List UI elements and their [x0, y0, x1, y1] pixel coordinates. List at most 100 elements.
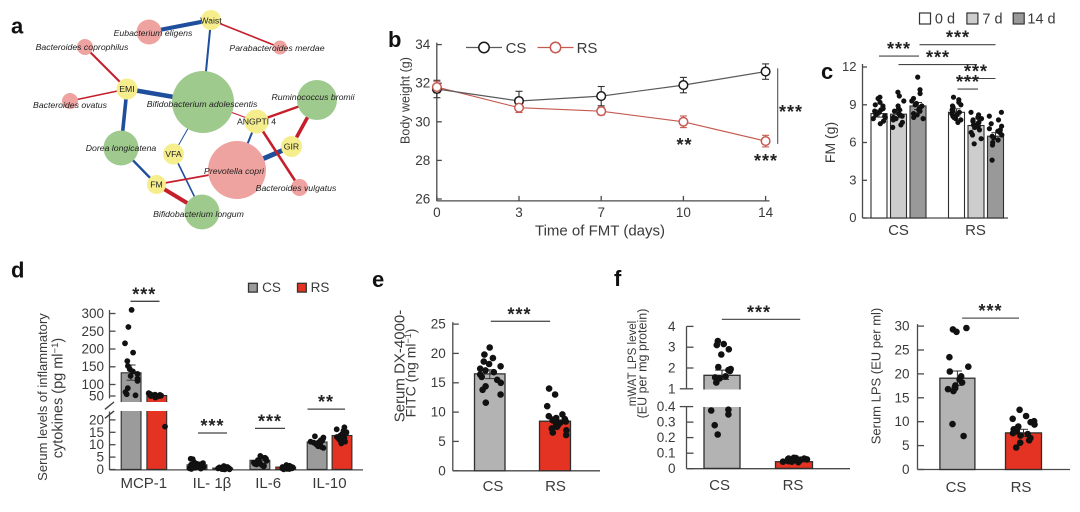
svg-text:Bacteroides ovatus: Bacteroides ovatus — [33, 100, 108, 110]
svg-text:b: b — [388, 27, 401, 52]
svg-text:***: *** — [754, 151, 778, 171]
svg-text:Bifidobacterium longum: Bifidobacterium longum — [153, 209, 244, 219]
svg-text:10: 10 — [89, 437, 104, 452]
svg-text:14: 14 — [758, 205, 774, 220]
svg-text:12: 12 — [842, 59, 856, 74]
svg-text:28: 28 — [415, 153, 430, 168]
svg-text:20: 20 — [431, 346, 446, 361]
svg-text:25: 25 — [431, 317, 446, 332]
svg-text:0 d: 0 d — [935, 12, 955, 28]
svg-text:10: 10 — [676, 205, 691, 220]
svg-text:d: d — [11, 258, 24, 283]
svg-text:***: *** — [779, 102, 803, 122]
svg-text:5: 5 — [902, 438, 910, 453]
svg-text:0.3: 0.3 — [657, 415, 676, 430]
svg-text:CS: CS — [946, 479, 967, 496]
svg-text:***: *** — [132, 284, 156, 304]
svg-text:2: 2 — [668, 361, 676, 376]
svg-text:3: 3 — [515, 205, 523, 220]
svg-text:Bifidobacterium adolescentis: Bifidobacterium adolescentis — [147, 99, 258, 109]
svg-text:**: ** — [676, 135, 692, 155]
svg-text:mWAT LPS level: mWAT LPS level — [627, 321, 639, 406]
svg-text:Bacteroides coprophilus: Bacteroides coprophilus — [36, 42, 129, 52]
svg-text:5: 5 — [438, 434, 446, 449]
svg-text:20: 20 — [89, 412, 104, 427]
svg-text:0: 0 — [96, 462, 104, 477]
svg-text:CS: CS — [888, 222, 909, 239]
svg-text:RS: RS — [545, 478, 566, 495]
svg-text:RS: RS — [311, 280, 330, 295]
svg-text:0.2: 0.2 — [657, 430, 676, 445]
svg-text:RS: RS — [577, 40, 598, 57]
svg-text:IL-6: IL-6 — [255, 475, 281, 492]
svg-text:Serum levels of inflammatory: Serum levels of inflammatory — [35, 313, 50, 481]
svg-text:***: *** — [887, 39, 911, 59]
svg-text:CS: CS — [506, 40, 527, 57]
svg-text:6: 6 — [849, 135, 856, 150]
svg-text:7: 7 — [597, 205, 605, 220]
svg-text:a: a — [11, 13, 24, 38]
svg-text:Bacteroides vulgatus: Bacteroides vulgatus — [256, 183, 337, 193]
svg-text:***: *** — [747, 302, 771, 322]
svg-text:FITC (ng ml−1): FITC (ng ml−1) — [403, 329, 419, 418]
svg-text:f: f — [614, 266, 622, 291]
svg-text:14 d: 14 d — [1027, 12, 1055, 28]
svg-text:IL-10: IL-10 — [312, 475, 346, 492]
svg-text:CS: CS — [262, 280, 281, 295]
svg-text:***: *** — [926, 48, 950, 68]
svg-text:e: e — [372, 267, 384, 292]
svg-text:4: 4 — [668, 319, 676, 334]
svg-text:32: 32 — [415, 76, 430, 91]
svg-text:Dorea longicatena: Dorea longicatena — [86, 143, 157, 153]
svg-text:**: ** — [318, 392, 334, 412]
svg-text:50: 50 — [89, 389, 104, 404]
svg-text:cytokines (pg ml−1): cytokines (pg ml−1) — [50, 338, 67, 458]
svg-text:3: 3 — [668, 340, 676, 355]
svg-text:***: *** — [507, 304, 531, 324]
svg-text:25: 25 — [894, 343, 909, 358]
svg-text:Prevotella copri: Prevotella copri — [204, 166, 265, 176]
svg-text:34: 34 — [415, 37, 431, 52]
svg-text:0.4: 0.4 — [657, 399, 676, 414]
svg-text:0: 0 — [438, 463, 446, 478]
svg-text:Serum LPS (EU per ml): Serum LPS (EU per ml) — [869, 308, 884, 445]
svg-text:Eubacterium eligens: Eubacterium eligens — [114, 28, 193, 38]
svg-text:GIR: GIR — [284, 142, 299, 152]
svg-text:15: 15 — [894, 390, 909, 405]
svg-text:9: 9 — [849, 97, 856, 112]
svg-text:Ruminococcus bromii: Ruminococcus bromii — [271, 92, 355, 102]
svg-text:0.1: 0.1 — [657, 446, 676, 461]
svg-text:***: *** — [258, 411, 282, 431]
svg-text:0: 0 — [849, 210, 856, 225]
svg-text:150: 150 — [81, 359, 104, 374]
svg-text:***: *** — [946, 28, 970, 48]
svg-text:15: 15 — [89, 425, 104, 440]
svg-text:30: 30 — [415, 114, 430, 129]
svg-text:250: 250 — [81, 324, 104, 339]
svg-text:7 d: 7 d — [982, 12, 1002, 28]
svg-text:0: 0 — [902, 462, 910, 477]
svg-text:FM: FM — [150, 180, 163, 190]
svg-text:***: *** — [956, 72, 980, 92]
svg-text:0: 0 — [433, 205, 441, 220]
svg-text:***: *** — [964, 62, 988, 82]
svg-text:FM (g): FM (g) — [822, 122, 838, 163]
svg-text:(EU per mg protein): (EU per mg protein) — [636, 309, 650, 419]
svg-text:0: 0 — [668, 461, 676, 476]
svg-text:MCP-1: MCP-1 — [120, 475, 167, 492]
svg-text:EMI: EMI — [119, 84, 134, 94]
svg-text:CS: CS — [483, 478, 504, 495]
svg-text:CS: CS — [709, 477, 730, 494]
svg-text:3: 3 — [849, 172, 856, 187]
svg-text:IL- 1β: IL- 1β — [193, 475, 232, 492]
svg-text:VFA: VFA — [165, 149, 182, 159]
svg-text:10: 10 — [431, 405, 446, 420]
svg-text:30: 30 — [894, 319, 909, 334]
svg-text:RS: RS — [1011, 479, 1032, 496]
svg-text:100: 100 — [81, 377, 104, 392]
svg-text:26: 26 — [415, 192, 430, 207]
svg-text:ANGPTl 4: ANGPTl 4 — [237, 117, 276, 127]
svg-text:20: 20 — [894, 366, 909, 381]
svg-text:RS: RS — [965, 222, 986, 239]
svg-text:Waist: Waist — [200, 16, 222, 26]
